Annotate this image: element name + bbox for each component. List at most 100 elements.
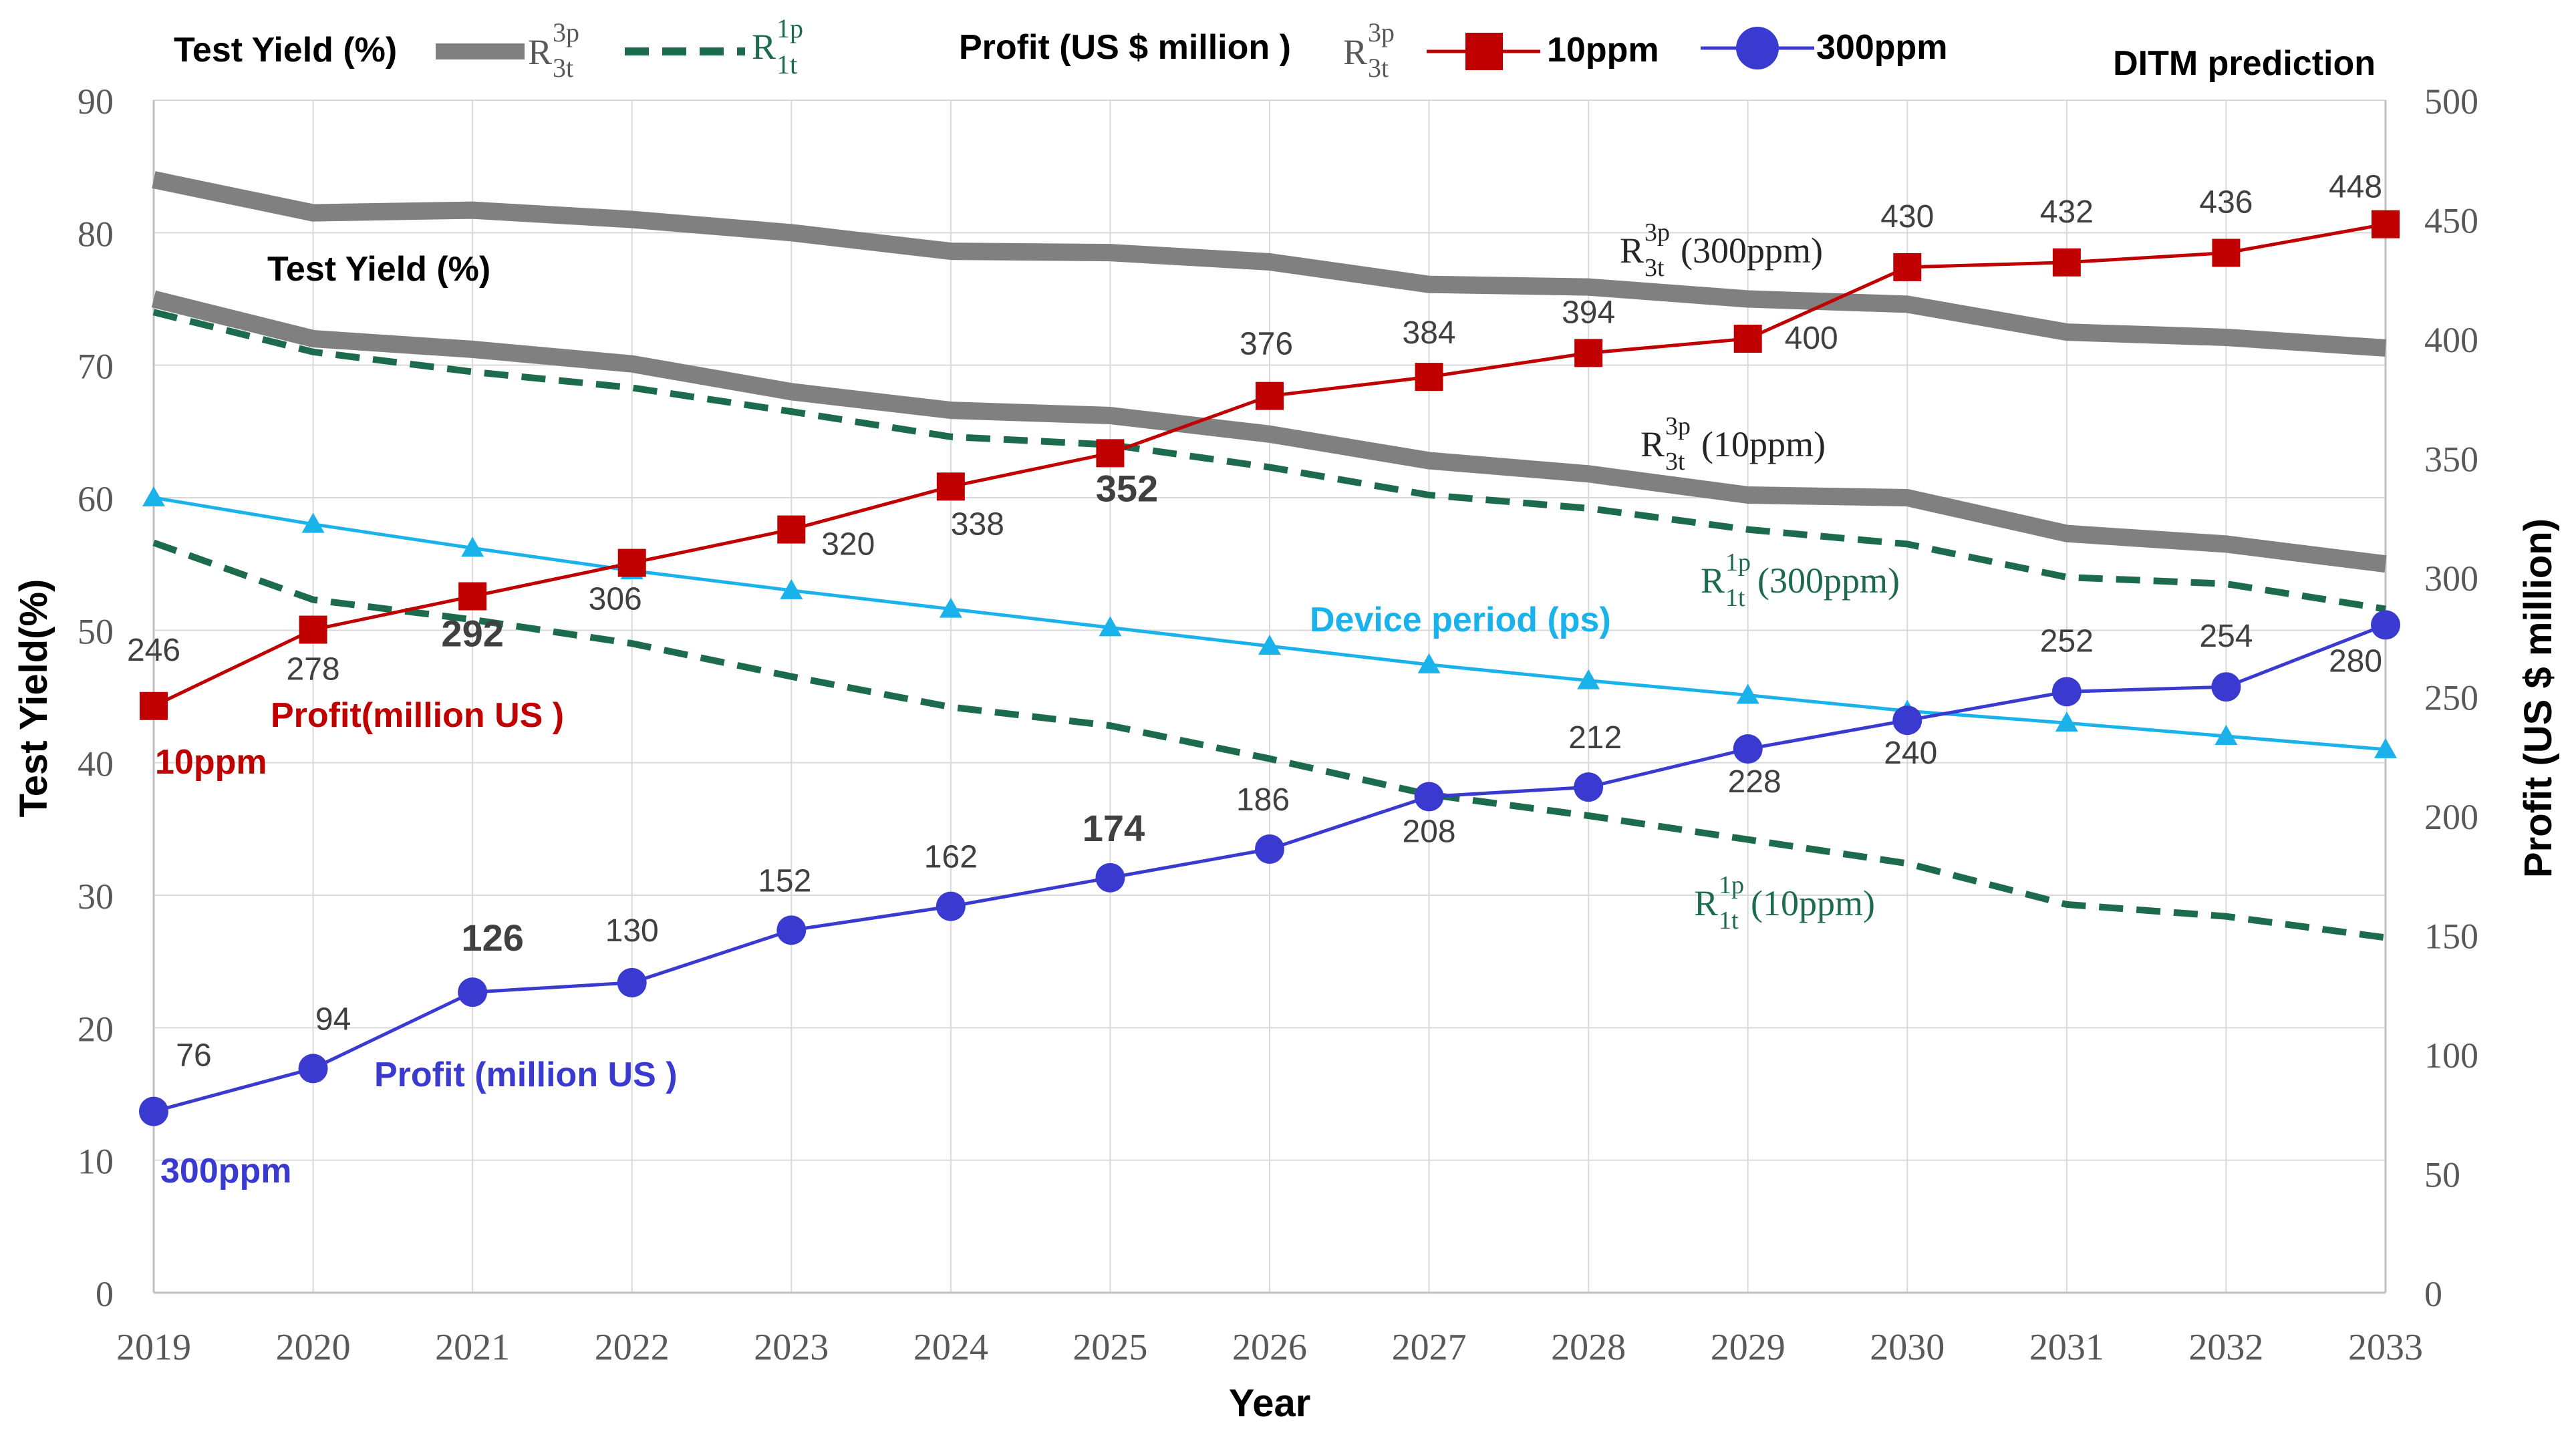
circle-marker — [776, 915, 807, 945]
circle-marker — [2211, 672, 2241, 702]
triangle-marker — [1736, 683, 1759, 704]
annotation-r1t-10ppm-text: (10ppm) — [1751, 883, 1875, 923]
annotation-r3t-10ppm: R 3p 3t (10ppm) — [1640, 412, 1826, 476]
circle-marker — [2051, 677, 2082, 707]
data-label: 400 — [1785, 321, 1838, 356]
data-label: 280 — [2329, 643, 2382, 679]
triangle-marker — [301, 512, 325, 533]
series-markers — [139, 210, 2400, 1126]
square-marker — [1415, 363, 1443, 391]
legend-r3t-r-2: R — [1343, 32, 1367, 72]
x-tick-label: 2028 — [1551, 1327, 1626, 1368]
y-tick-label-right: 500 — [2424, 82, 2478, 122]
triangle-marker — [461, 536, 484, 557]
series-lines — [151, 171, 2387, 1114]
annotation-r1t-10ppm-sub: 1t — [1719, 907, 1739, 935]
circle-marker — [1733, 734, 1763, 764]
y-tick-label-left: 50 — [78, 611, 114, 651]
data-label: 186 — [1236, 782, 1290, 818]
circle-marker — [1255, 834, 1284, 864]
annotation-test-yield: Test Yield (%) — [267, 250, 490, 289]
data-label: 240 — [1884, 736, 1937, 771]
data-label: 130 — [605, 913, 659, 949]
square-marker — [299, 615, 327, 644]
x-tick-label: 2031 — [2029, 1327, 2104, 1368]
square-marker — [2212, 238, 2241, 267]
annotation-r3t-10ppm-sup: 3p — [1665, 412, 1691, 440]
circle-marker — [936, 891, 966, 921]
legend-blue-circle-marker — [1736, 27, 1779, 69]
y-tick-label-left: 70 — [78, 347, 114, 387]
data-label: 162 — [924, 840, 978, 875]
data-label: 208 — [1403, 814, 1456, 849]
square-marker — [936, 472, 965, 501]
triangle-marker — [2214, 725, 2238, 745]
legend-r1t-sup: 1p — [776, 13, 803, 43]
x-tick-label: 2029 — [1711, 1327, 1785, 1368]
square-marker — [140, 691, 168, 720]
grid-lines — [154, 100, 2386, 1293]
legend-r3t-sup-2: 3p — [1368, 17, 1395, 47]
y-tick-label-left: 40 — [78, 744, 114, 784]
x-tick-label: 2022 — [595, 1327, 670, 1368]
triangle-marker — [2055, 711, 2078, 732]
annotation-r3t-300ppm: R 3p 3t (300ppm) — [1620, 218, 1823, 282]
circle-marker — [1574, 772, 1604, 802]
y-tick-label-right: 200 — [2424, 797, 2478, 837]
circle-marker — [1414, 782, 1444, 812]
data-label: 212 — [1568, 720, 1622, 756]
legend-r3t-sup: 3p — [553, 17, 579, 47]
y-tick-label-right: 50 — [2424, 1155, 2460, 1195]
y-tick-label-left: 60 — [78, 479, 114, 519]
annotation-r3t-300ppm-sub: 3t — [1644, 254, 1665, 282]
x-axis-title: Year — [1229, 1382, 1311, 1425]
annotation-r1t-10ppm: R 1p 1t (10ppm) — [1694, 871, 1875, 935]
legend-r1t-r: R — [752, 27, 776, 67]
legend-r3t-symbol: R 3p 3t — [528, 17, 579, 83]
annotation-r3t-300ppm-text: (300ppm) — [1681, 230, 1823, 271]
data-label: 252 — [2040, 623, 2094, 659]
square-marker — [1574, 339, 1603, 367]
square-marker — [1893, 253, 1922, 281]
triangle-marker — [142, 486, 165, 506]
y-axis-title-right: Profit (US $ million) — [2517, 518, 2560, 878]
annotation-r1t-10ppm-sup: 1p — [1719, 871, 1744, 899]
legend: Test Yield (%) R 3p 3t R 1p 1t Profit (U… — [174, 13, 2376, 83]
data-label: 228 — [1728, 764, 1781, 800]
data-label: 394 — [1562, 295, 1615, 330]
legend-r3t-sub-2: 3t — [1368, 53, 1389, 83]
annotation-r1t-300ppm: R 1p 1t (300ppm) — [1701, 548, 1900, 612]
x-tick-label: 2033 — [2348, 1327, 2423, 1368]
data-label: 448 — [2329, 170, 2382, 205]
legend-r1t-sub: 1t — [776, 49, 797, 79]
triangle-marker — [1099, 616, 1122, 637]
annotation-r1t-300ppm-sub: 1t — [1725, 584, 1745, 612]
square-marker — [1733, 325, 1762, 353]
x-tick-label: 2023 — [754, 1327, 829, 1368]
annotation-r3t-10ppm-r: R — [1640, 424, 1665, 464]
annotation-r1t-10ppm-r: R — [1694, 883, 1718, 923]
x-tick-label: 2025 — [1072, 1327, 1147, 1368]
circle-marker — [1095, 862, 1125, 893]
x-tick-label: 2027 — [1392, 1327, 1467, 1368]
data-label: 174 — [1083, 807, 1145, 849]
annotation-device-period: Device period (ps) — [1310, 601, 1611, 639]
series-line-0 — [152, 171, 2386, 357]
y-tick-label-left: 90 — [78, 82, 114, 122]
triangle-marker — [2374, 738, 2397, 758]
x-tick-label: 2030 — [1870, 1327, 1945, 1368]
legend-blue-label: 300ppm — [1816, 28, 1948, 67]
annotation-r1t-300ppm-text: (300ppm) — [1757, 561, 1900, 601]
y-tick-label-left: 80 — [78, 214, 114, 254]
x-tick-label: 2019 — [116, 1327, 191, 1368]
series-line-3 — [152, 539, 2386, 941]
y-tick-label-right: 250 — [2424, 678, 2478, 718]
square-marker — [777, 515, 806, 544]
circle-marker — [298, 1054, 328, 1084]
circle-marker — [458, 977, 488, 1007]
square-marker — [1096, 439, 1125, 468]
data-label: 432 — [2040, 194, 2094, 230]
annotation-r3t-10ppm-sub: 3t — [1665, 448, 1685, 476]
y-tick-label-right: 100 — [2424, 1035, 2478, 1076]
